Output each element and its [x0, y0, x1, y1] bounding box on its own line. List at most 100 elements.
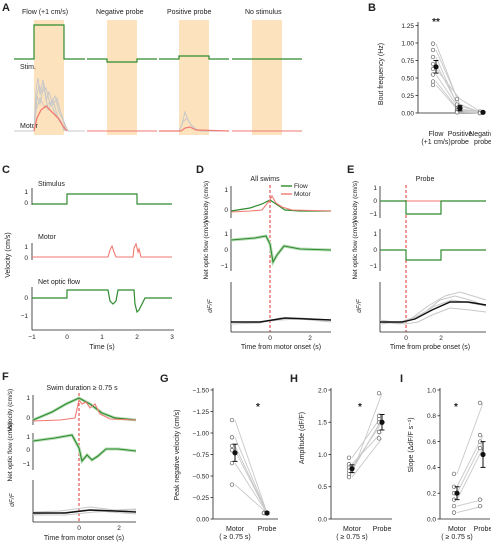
c-ytick: 0	[24, 255, 28, 262]
panel-label-b: B	[368, 2, 376, 14]
b-data-point	[430, 54, 436, 60]
g-paired-line	[234, 437, 268, 514]
g-mean-point	[232, 450, 238, 456]
panel-label-h: H	[290, 373, 298, 385]
e-ytick: 0	[373, 247, 377, 254]
panel-label-f: F	[2, 371, 9, 383]
f-flow-trace	[32, 434, 137, 463]
b-ytick-label: 0.25	[401, 93, 414, 100]
e-flow-trace	[380, 249, 486, 261]
i-category-1: Probe	[474, 526, 491, 533]
g-paired-line	[234, 449, 268, 514]
g-paired-line	[234, 484, 268, 514]
e-ytick: −1	[370, 263, 378, 270]
i-data-point	[477, 400, 483, 406]
c-xtick: 3	[170, 334, 174, 341]
f-xlabel: Time from motor onset (s)	[44, 535, 124, 542]
i-ylabel: Slope (ΔdF/F s⁻¹)	[408, 417, 415, 472]
g-data-point	[229, 417, 235, 423]
i-category-0: Motor( ≥ 0.75 s)	[441, 526, 472, 541]
b-mean-point	[433, 64, 439, 70]
e-ylabel-dff: dF/F	[356, 298, 363, 312]
b-data-marks: **	[430, 17, 486, 116]
panel-label-a: A	[2, 2, 10, 14]
row-label-stim: Stim.	[20, 64, 36, 71]
d-velocity-flow-trace	[230, 199, 331, 212]
stim-trace-positive-probe	[159, 55, 229, 60]
g-mean-point	[264, 510, 270, 516]
h-mean-point	[349, 466, 355, 472]
d-ytick: 1	[224, 231, 228, 238]
i-data-point	[451, 503, 457, 509]
g-data-point	[229, 435, 235, 440]
condition-label-flow: Flow (+1 cm/s)	[22, 9, 68, 16]
panel-g: G Peak negative velocity (cm/s) −1.50−1.…	[160, 373, 278, 541]
motor-traces-positive-probe	[159, 110, 230, 132]
c-subtitle-motor: Motor	[38, 234, 57, 241]
g-paired-line	[234, 419, 268, 514]
h-ytick-label: 1.0	[318, 452, 327, 459]
g-ytick-label: −1.50	[193, 387, 210, 394]
i-ytick-label: 1.0	[427, 387, 436, 394]
d-velocity-motor-trace	[230, 194, 332, 213]
h-data-point	[376, 391, 382, 396]
b-mean-point	[480, 109, 486, 115]
f-xtick: 2	[117, 525, 121, 532]
b-data-point	[430, 82, 436, 88]
i-ytick-label: 0.8	[427, 413, 436, 420]
h-ytick-label: 0.5	[318, 484, 327, 491]
g-ylabel: Peak negative velocity (cm/s)	[174, 409, 181, 500]
d-ytick: −1	[221, 263, 229, 270]
i-data-point	[477, 445, 483, 451]
panel-b: B Bout frequency (Hz) 0.00 0.25 0.50 0.75 1.…	[368, 2, 491, 146]
g-ytick-label: −1.00	[193, 430, 210, 437]
b-data-point	[454, 102, 460, 107]
f-ytick: 1	[26, 395, 30, 402]
i-data-marks: *	[451, 400, 486, 515]
c-xtick: 1	[100, 334, 104, 341]
b-ytick-label: 0.75	[401, 58, 414, 65]
i-data-point	[477, 497, 483, 502]
condition-label-no-stimulus: No stimulus	[245, 9, 282, 16]
i-significance: *	[454, 402, 458, 413]
b-ytick-label: 1.25	[401, 23, 414, 30]
d-xtick: 2	[308, 335, 312, 342]
e-xtick: 0	[404, 335, 408, 342]
motor-trace-positive-probe-mean	[159, 126, 230, 132]
b-mean-point	[457, 105, 463, 111]
c-subtitle-flow: Net optic flow	[38, 279, 81, 286]
d-title: All swims	[250, 176, 280, 183]
stim-trace-flow	[14, 24, 85, 60]
f-xtick: 0	[77, 525, 81, 532]
panel-f: F Swim duration ≥ 0.75 s Velocity (cm/s)…	[2, 371, 137, 542]
panel-a: A Flow (+1 cm/s) Negative probe Positive…	[2, 2, 302, 135]
e-dff-mean-trace	[380, 301, 487, 323]
b-data-point	[430, 61, 436, 67]
d-ylabel-velocity: Velocity (cm/s)	[203, 181, 210, 223]
f-ylabel-flow: Net optic flow (cm/s)	[7, 423, 14, 482]
f-ytick: 1	[26, 434, 30, 441]
i-y-ticks: 0.0 0.2 0.4 0.6 0.8 1.0	[427, 387, 440, 523]
g-significance: *	[256, 402, 260, 413]
c-xtick: 0	[65, 334, 69, 341]
c-stimulus-trace	[32, 193, 172, 205]
motor-traces-flow	[14, 77, 85, 132]
c-xtick: −1	[28, 334, 36, 341]
panel-label-e: E	[347, 164, 354, 176]
e-ytick: 1	[373, 185, 377, 192]
shade-no-stimulus	[252, 20, 282, 135]
f-dff-mean-trace	[33, 509, 137, 514]
g-ytick-label: −0.50	[193, 473, 210, 480]
f-velocity-flow-trace	[32, 397, 137, 421]
h-ytick-label: 2.0	[318, 387, 327, 394]
i-paired-line	[456, 447, 484, 500]
panel-c: C Stimulus Motor Net optic flow Velocity…	[2, 164, 174, 351]
e-ylabel-velocity: Velocity (cm/s)	[352, 181, 359, 223]
g-category-1: Probe	[258, 526, 277, 533]
g-data-point	[229, 460, 235, 466]
condition-label-negative-probe: Negative probe	[96, 9, 144, 16]
i-paired-line	[456, 402, 484, 475]
b-ytick-label: 1.00	[401, 40, 414, 47]
h-paired-line	[351, 393, 383, 475]
